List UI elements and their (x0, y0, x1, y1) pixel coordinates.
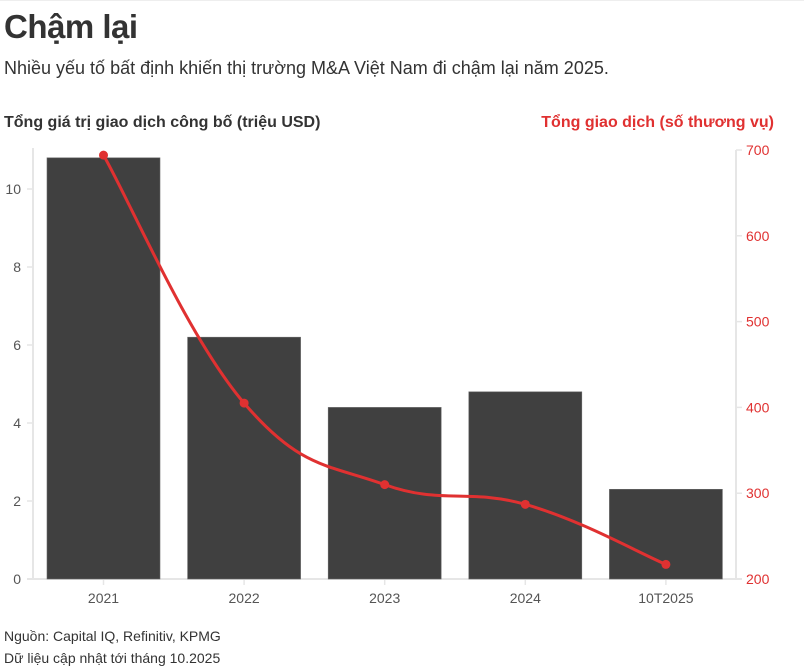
left-tick-label: 4 (13, 415, 21, 431)
x-tick-label: 2022 (229, 590, 260, 606)
tick-labels: 0 2 4 6 8 10 200 300 400 500 600 700 2021 2022 2023 202… (5, 142, 769, 606)
bar (468, 391, 583, 580)
chart-title: Chậm lại (4, 8, 138, 45)
right-tick-label: 600 (746, 228, 770, 244)
x-tick-label: 2023 (369, 590, 400, 606)
right-tick-label: 700 (746, 142, 770, 158)
line-point (661, 559, 671, 569)
x-tick-label: 2024 (510, 590, 541, 606)
left-tick-label: 10 (5, 181, 21, 197)
line-point (99, 150, 108, 160)
left-tick-label: 2 (13, 493, 21, 509)
right-axis-label: Tổng giao dịch (số thương vụ) (541, 114, 774, 131)
line-point (239, 398, 249, 408)
x-tick-label: 10T2025 (638, 590, 693, 606)
top-divider (0, 0, 804, 1)
x-tick-label: 2021 (88, 590, 119, 606)
right-tick-label: 200 (746, 571, 770, 587)
line-path (102, 153, 668, 566)
bars (46, 157, 723, 580)
chart-subtitle: Nhiều yếu tố bất định khiến thị trường M… (4, 58, 609, 78)
left-tick-label: 0 (13, 571, 21, 587)
update-note: Dữ liệu cập nhật tới tháng 10.2025 (4, 650, 221, 666)
source-note: Nguồn: Capital IQ, Refinitiv, KPMG (4, 628, 221, 644)
bar (187, 336, 301, 580)
left-tick-label: 8 (13, 259, 21, 275)
right-tick-label: 300 (746, 485, 770, 501)
bar (46, 157, 161, 580)
left-axis-label: Tổng giá trị giao dịch công bố (triệu US… (4, 114, 321, 131)
line-point (380, 480, 390, 490)
left-tick-label: 6 (13, 337, 21, 353)
line-series (99, 150, 671, 569)
right-tick-label: 400 (746, 399, 770, 415)
right-tick-label: 500 (746, 314, 770, 330)
line-point (520, 499, 530, 509)
